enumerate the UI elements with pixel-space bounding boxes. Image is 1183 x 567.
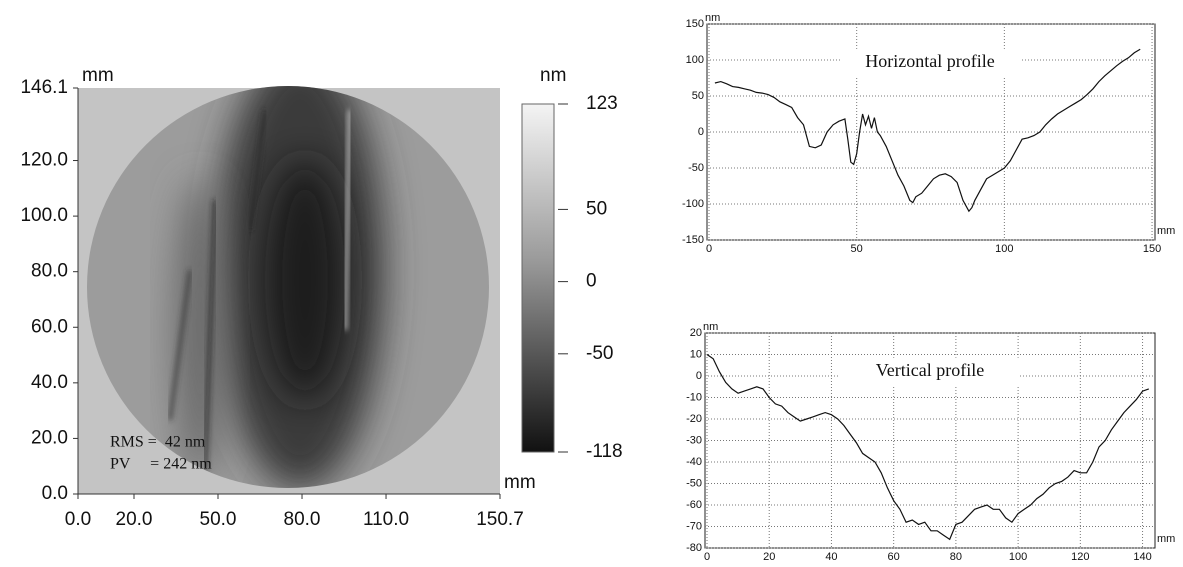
y-tick-label: -40 <box>686 456 702 468</box>
surface-image <box>77 86 555 495</box>
y-tick-label: -100 <box>682 198 704 210</box>
y-axis-unit: nm <box>705 12 720 24</box>
y-tick-label: 150 <box>686 18 704 30</box>
colorbar-unit: nm <box>540 65 566 86</box>
chart-title: Horizontal profile <box>865 51 994 71</box>
y-tick-label: -150 <box>682 234 704 246</box>
x-tick-label: 20 <box>763 551 775 563</box>
profile-line <box>706 354 1150 541</box>
colorbar-tick-label: 50 <box>586 198 607 219</box>
x-tick-label: 110.0 <box>363 509 409 530</box>
y-tick-label: 40.0 <box>31 372 68 393</box>
y-tick-label: 100 <box>686 54 704 66</box>
x-tick-label: 80.0 <box>284 509 321 530</box>
x-tick-label: 150 <box>1143 243 1161 255</box>
x-tick-label: 50.0 <box>200 509 237 530</box>
x-tick-label: 0 <box>706 243 712 255</box>
y-tick-label: -30 <box>686 434 702 446</box>
x-tick-label: 0.0 <box>65 509 91 530</box>
y-tick-label: -10 <box>686 391 702 403</box>
y-tick-label: 0.0 <box>42 483 68 504</box>
y-axis-unit: mm <box>82 65 114 86</box>
annotation: PV = 242 nm <box>110 456 212 473</box>
x-tick-label: 20.0 <box>116 509 153 530</box>
y-tick-label: 50 <box>692 90 704 102</box>
y-tick-label: 80.0 <box>31 261 68 282</box>
x-tick-label: 50 <box>851 243 863 255</box>
y-tick-label: -20 <box>686 413 702 425</box>
x-tick-label: 80 <box>950 551 962 563</box>
colorbar-tick-label: 0 <box>586 271 597 292</box>
y-tick-label: -70 <box>686 520 702 532</box>
x-tick-label: 40 <box>825 551 837 563</box>
y-tick-label: -50 <box>686 477 702 489</box>
y-tick-label: 0 <box>696 370 702 382</box>
title-box <box>840 48 1020 77</box>
y-axis-unit: nm <box>703 321 718 333</box>
colorbar-tick-label: -50 <box>586 343 613 364</box>
y-tick-label: 100.0 <box>20 205 68 226</box>
x-tick-label: 60 <box>888 551 900 563</box>
y-tick-label: 120.0 <box>20 150 68 171</box>
y-tick-label: 146.1 <box>20 77 68 98</box>
x-tick-label: 140 <box>1133 551 1151 563</box>
x-tick-label: 120 <box>1071 551 1089 563</box>
x-axis-unit: mm <box>504 472 536 493</box>
y-tick-label: 20.0 <box>31 427 68 448</box>
y-tick-label: -80 <box>686 542 702 554</box>
x-tick-label: 100 <box>1009 551 1027 563</box>
annotation: RMS = 42 nm <box>110 434 206 451</box>
y-tick-label: 20 <box>690 327 702 339</box>
profile-line <box>714 48 1141 213</box>
y-tick-label: 0 <box>698 126 704 138</box>
y-tick-label: 10 <box>690 348 702 360</box>
y-tick-label: 60.0 <box>31 316 68 337</box>
x-axis-unit: mm <box>1157 533 1175 545</box>
y-tick-label: -50 <box>688 162 704 174</box>
colorbar-tick-label: -118 <box>586 441 623 462</box>
title-box <box>840 357 1020 386</box>
y-tick-label: -60 <box>686 499 702 511</box>
x-tick-label: 0 <box>704 551 710 563</box>
chart-title: Vertical profile <box>876 360 984 380</box>
x-tick-label: 150.7 <box>476 509 524 530</box>
x-tick-label: 100 <box>995 243 1013 255</box>
x-axis-unit: mm <box>1157 225 1175 237</box>
colorbar-tick-label: 123 <box>586 93 618 114</box>
